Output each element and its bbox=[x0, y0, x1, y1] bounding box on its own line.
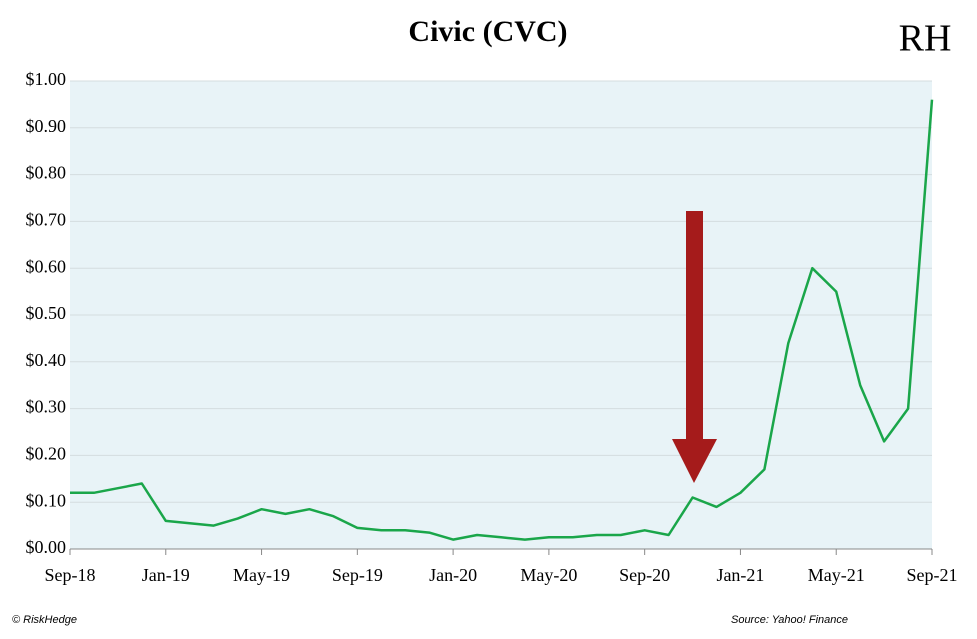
y-tick-label: $0.00 bbox=[26, 537, 67, 557]
y-tick-label: $0.80 bbox=[26, 163, 67, 183]
y-tick-label: $0.30 bbox=[26, 397, 67, 417]
y-tick-label: $1.00 bbox=[26, 69, 67, 89]
x-tick-label: Sep-21 bbox=[907, 565, 958, 585]
x-tick-label: Sep-18 bbox=[45, 565, 96, 585]
y-tick-label: $0.10 bbox=[26, 490, 67, 510]
y-tick-label: $0.60 bbox=[26, 256, 67, 276]
y-tick-label: $0.70 bbox=[26, 210, 67, 230]
x-tick-label: May-19 bbox=[233, 565, 290, 585]
price-line bbox=[70, 99, 934, 541]
logo: RH bbox=[899, 18, 952, 60]
copyright: © RiskHedge bbox=[12, 614, 77, 626]
x-tick-label: Jan-19 bbox=[142, 565, 190, 585]
y-tick-label: $0.50 bbox=[26, 303, 67, 323]
x-tick-label: Jan-20 bbox=[429, 565, 477, 585]
y-tick-label: $0.90 bbox=[26, 116, 67, 136]
chart-title: Civic (CVC) bbox=[408, 15, 567, 48]
x-tick-label: Sep-19 bbox=[332, 565, 383, 585]
y-tick-label: $0.20 bbox=[26, 444, 67, 464]
x-tick-label: May-21 bbox=[808, 565, 865, 585]
source: Source: Yahoo! Finance bbox=[731, 614, 848, 626]
x-tick-label: Sep-20 bbox=[619, 565, 670, 585]
y-tick-label: $0.40 bbox=[26, 350, 67, 370]
x-tick-label: May-20 bbox=[520, 565, 577, 585]
arrow bbox=[672, 211, 717, 483]
x-tick-label: Jan-21 bbox=[716, 565, 764, 585]
